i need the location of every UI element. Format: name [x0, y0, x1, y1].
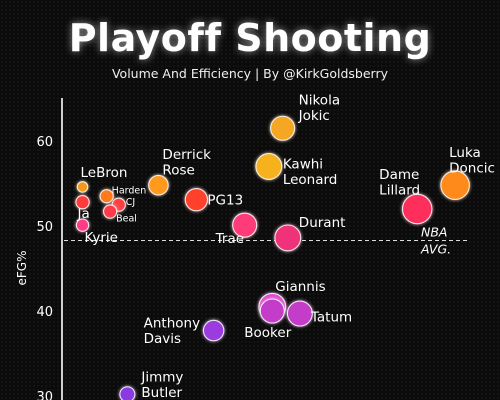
- point-label-giannis: Giannis: [275, 279, 325, 295]
- point-booker: [259, 298, 285, 324]
- point-tatum: [286, 300, 313, 327]
- point-ja: [75, 195, 90, 210]
- point-label-derrick-rose: Derrick Rose: [162, 147, 211, 179]
- point-label-trae: Trae: [215, 231, 244, 247]
- point-label-luka-doncic: Luka Doncic: [449, 145, 495, 177]
- point-luka-doncic: [440, 170, 470, 200]
- point-label-harden: Harden: [112, 185, 147, 196]
- nba-average-label: NBA: [421, 225, 447, 240]
- point-jimmy-butler: [119, 386, 136, 400]
- y-tick-label: 60: [36, 135, 53, 150]
- point-label-dame-lillard: Dame Lillard: [379, 167, 420, 199]
- point-anthony-davis: [202, 319, 225, 342]
- point-label-jimmy-butler: Jimmy Butler: [140, 369, 183, 400]
- point-label-anthony-davis: Anthony Davis: [144, 316, 200, 348]
- point-label-booker: Booker: [244, 325, 291, 341]
- point-kyrie: [75, 218, 90, 232]
- point-lebron: [76, 181, 89, 193]
- point-label-cj: CJ: [126, 197, 135, 208]
- y-tick-label: 40: [36, 305, 53, 320]
- point-derrick-rose: [148, 174, 169, 196]
- chart-subtitle: Volume And Efficiency | By @KirkGoldsber…: [111, 66, 389, 81]
- y-tick-label: 50: [36, 220, 53, 235]
- point-trae: [232, 212, 258, 238]
- point-label-ja: Ja: [77, 206, 90, 222]
- chart-title: Playoff Shooting: [68, 16, 432, 60]
- point-harden: [99, 189, 114, 204]
- point-label-nikola-jokic: Nikola Jokic: [298, 92, 340, 124]
- point-label-lebron: LeBron: [81, 165, 128, 181]
- point-label-kawhi-leonard: Kawhi Leonard: [283, 157, 338, 189]
- point-durant: [274, 224, 302, 252]
- point-pg13: [184, 187, 209, 212]
- point-nikola-jokic: [270, 115, 296, 141]
- y-tick-label: 30: [36, 390, 53, 400]
- point-dame-lillard: [401, 193, 433, 225]
- point-label-kyrie: Kyrie: [85, 230, 118, 246]
- point-beal: [102, 204, 118, 219]
- point-label-beal: Beal: [116, 214, 137, 225]
- point-label-pg13: PG13: [207, 193, 243, 209]
- point-kawhi-leonard: [255, 153, 283, 180]
- point-label-durant: Durant: [299, 215, 346, 231]
- point-label-tatum: Tatum: [310, 310, 352, 326]
- nba-average-label: AVG.: [420, 242, 451, 257]
- y-axis-label: eFG%: [15, 251, 29, 286]
